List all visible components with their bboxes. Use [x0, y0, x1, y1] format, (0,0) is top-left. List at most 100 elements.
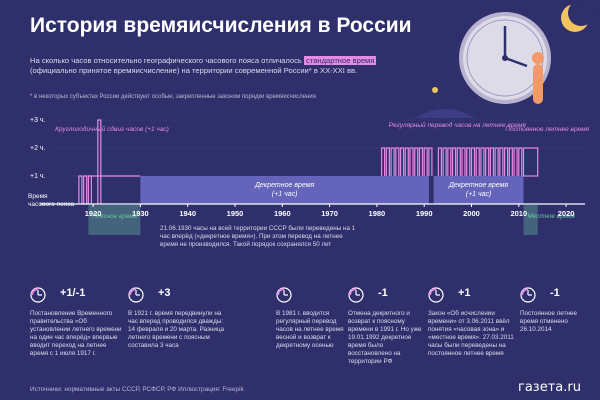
summer-pulse-1996 [451, 147, 457, 176]
event-0: +1/-1 Постановление Временного правительс… [30, 286, 122, 358]
y-tick-label: +3 ч. [30, 117, 46, 124]
event-delta: +3 [158, 287, 171, 299]
y-axis-label: Время [28, 193, 48, 200]
y-tick-label: +2 ч. [30, 145, 46, 152]
person-icon [533, 64, 543, 104]
x-tick-label: 2010 [510, 209, 527, 218]
clock-icon [520, 287, 536, 303]
event-5: -1 Постоянное летнее время отменено 26.10… [520, 286, 590, 334]
clock-icon [30, 287, 46, 303]
green-zone-label-0: Поясное время [92, 213, 137, 220]
band-sublabel-1: (+1 час) [466, 191, 492, 198]
event-3: -1 Отмена декретного и возврат к поясному… [348, 286, 424, 366]
x-tick-label: 1990 [416, 209, 433, 218]
event-1: +3 В 1921 г. время передвинули на час впе… [128, 286, 228, 350]
summer-pulse-2001 [475, 147, 480, 176]
green-zone-1 [523, 205, 538, 235]
summer-pulse-1986 [404, 147, 409, 176]
event-text: Постоянное летнее время отменено 26.10.2… [520, 310, 577, 333]
event-delta: -1 [378, 287, 388, 299]
clock-icon: +1 [428, 286, 518, 304]
event-delta: +1 [458, 287, 471, 299]
chart-annotation-1: Регулярный перевод часов на летнее время [389, 121, 527, 129]
x-tick-label: 1940 [179, 209, 196, 218]
band-label-1: Декретное время [448, 182, 508, 189]
summer-pulse-2000 [470, 147, 476, 176]
summer-pulse-1983 [390, 147, 395, 176]
x-tick-label: 1970 [321, 209, 338, 218]
timeline-chart: Поясное время Местное время +3 ч. +2 ч. +1 ч… [28, 117, 590, 235]
x-tick-label: 1920 [85, 209, 102, 218]
clock-icon: -1 [348, 286, 424, 304]
event-text: В 1921 г. время передвинули на час впере… [128, 310, 225, 349]
summer-pulse-1982 [385, 147, 390, 176]
page-title: История времяисчисления в России [30, 14, 412, 37]
summer-pulse-1981 [381, 147, 386, 176]
star-icon [432, 87, 438, 93]
event-text: В 1981 г. вводится регулярный перевод ча… [276, 310, 344, 349]
summer-pulse-2002 [480, 147, 485, 176]
summer-pulse-2009 [513, 147, 518, 176]
band-label-0: Декретное время [254, 182, 314, 189]
y-tick-label: +1 ч. [30, 173, 46, 180]
clock-icon [348, 287, 364, 303]
event-text: Закон «Об исчислении времени» от 3.06.20… [428, 310, 514, 357]
mid-note: 21.06.1930 часы на всей территории СССР … [160, 225, 360, 249]
summer-pulse-1990 [423, 147, 428, 176]
x-tick-label: 1950 [227, 209, 244, 218]
decree-band-1 [433, 176, 524, 204]
summer-pulse-1991 [428, 147, 433, 176]
event-delta: +1/-1 [60, 287, 86, 299]
summer-pulse-2010 [518, 147, 523, 176]
event-text: Отмена декретного и возврат к поясному в… [348, 310, 422, 365]
summer-pulse-1987 [409, 147, 414, 176]
intro-part1: На сколько часов относительно географиче… [30, 56, 302, 65]
summer-pulse-2003 [485, 147, 490, 176]
clock-icon: +1/-1 [30, 286, 122, 304]
summer-pulse-1994 [442, 147, 447, 176]
clock-icon [276, 286, 346, 304]
summer-pulse-2008 [508, 147, 513, 176]
intro-text: На сколько часов относительно географиче… [30, 56, 400, 76]
intro-part2: (официально принятое времяисчисление) на… [30, 66, 358, 75]
clock-icon [128, 287, 144, 303]
clock-icon [428, 287, 444, 303]
summer-pulse-1997 [456, 147, 461, 176]
x-tick-label: 2000 [463, 209, 480, 218]
summer-pulse-1999 [466, 147, 471, 176]
footnote: * в некоторых субъектах России действуют… [30, 94, 316, 100]
mid-note-text: 21.06.1930 часы на всей территории СССР … [160, 225, 356, 248]
band-sublabel-0: (+1 час) [272, 191, 298, 198]
clock-icon: -1 [520, 286, 590, 304]
chart-annotation-2: Постоянное летнее время [505, 126, 589, 133]
summer-pulse-1998 [461, 147, 466, 176]
summer-pulse-1921 [97, 119, 102, 204]
summer-pulse-1984 [395, 147, 400, 176]
event-2: В 1981 г. вводится регулярный перевод ча… [276, 286, 346, 350]
event-delta: -1 [550, 287, 560, 299]
summer-pulse-1993 [437, 147, 442, 176]
summer-pulse-2005 [494, 147, 499, 176]
summer-pulse-2004 [489, 147, 495, 176]
summer-pulse-1995 [447, 147, 452, 176]
event-4: +1 Закон «Об исчислении времени» от 3.06.… [428, 286, 518, 358]
sources: Источники: нормативные акты СССР, РСФСР,… [30, 386, 244, 393]
summer-pulse-1918 [83, 175, 88, 204]
event-text: Постановление Временного правительства «… [30, 310, 122, 357]
intro-highlight: стандартное время [304, 56, 377, 65]
x-tick-label: 2020 [558, 209, 575, 218]
clock-illustration [415, 0, 594, 118]
summer-pulse-1919 [87, 175, 92, 204]
summer-pulse-1988 [414, 147, 419, 176]
permanent-summer [522, 147, 539, 177]
green-zone-0 [88, 205, 141, 235]
green-zone-label-1: Местное время [528, 213, 576, 220]
summer-pulse-1989 [418, 147, 424, 176]
decree-band-0 [140, 176, 429, 204]
chart-annotation-0: Круглогодичный сдвиг часов (+1 час) [55, 125, 169, 133]
x-tick-label: 1980 [369, 209, 386, 218]
summer-pulse-2006 [499, 147, 504, 176]
clock-icon [276, 287, 292, 303]
summer-pulse-1917 [78, 175, 83, 204]
summer-pulse-2007 [503, 147, 509, 176]
